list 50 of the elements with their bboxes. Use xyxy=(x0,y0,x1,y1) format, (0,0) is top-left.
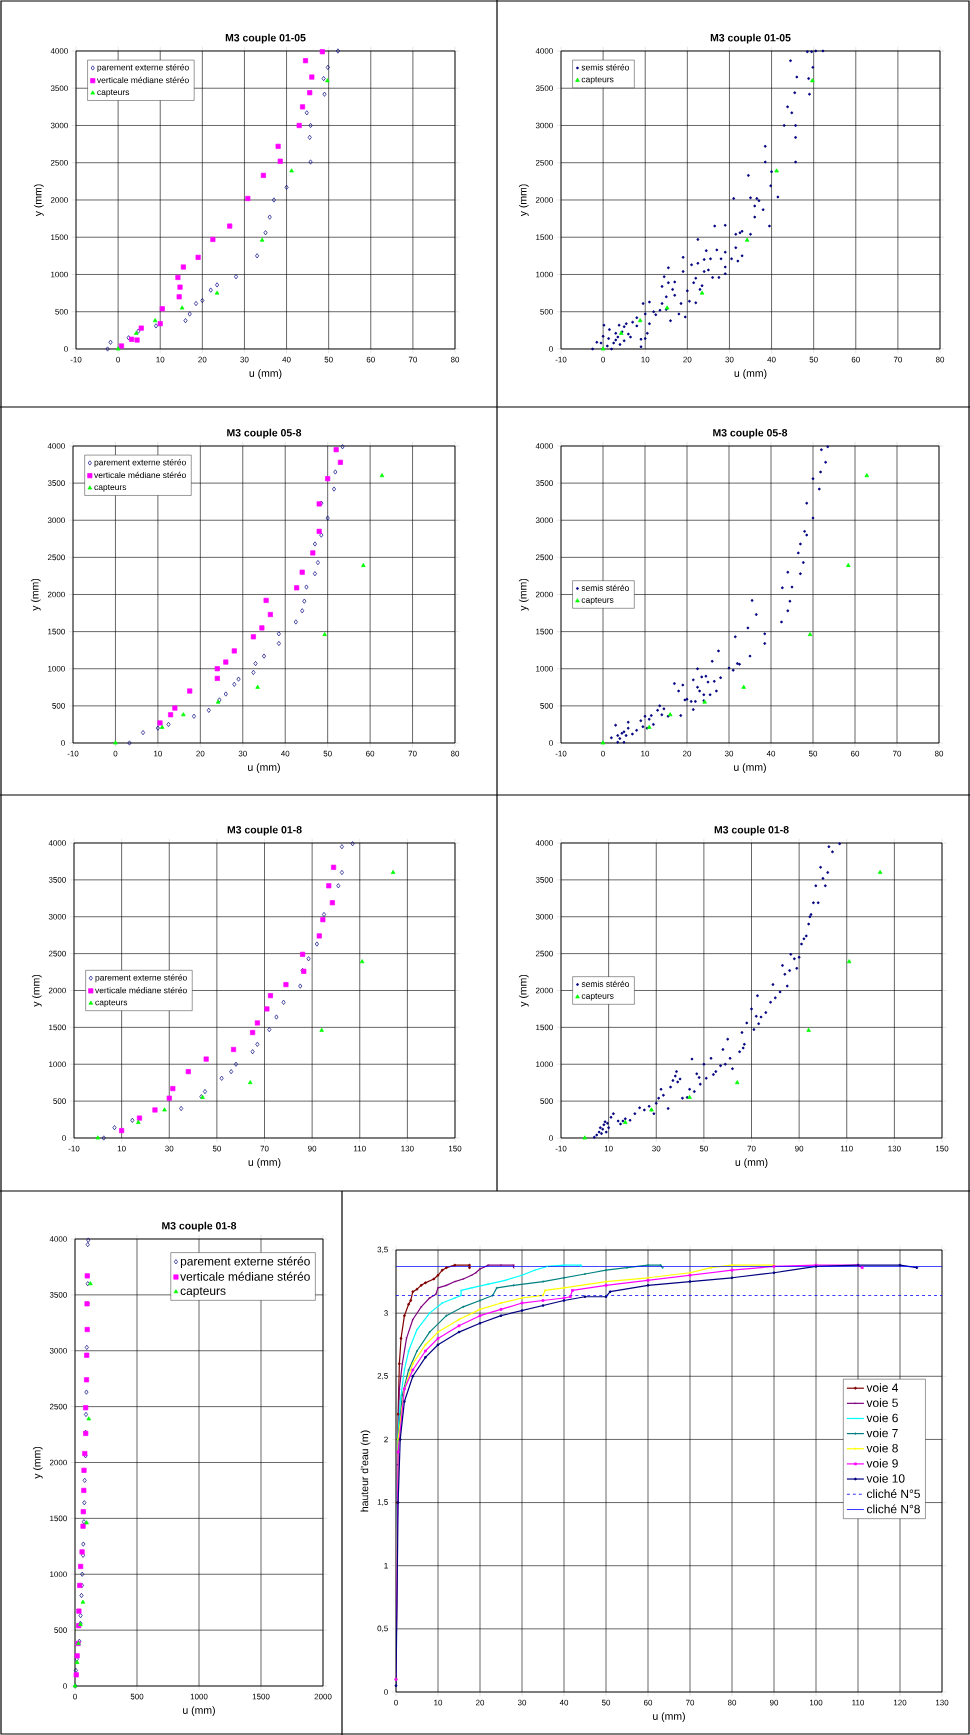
x-axis-title: u (mm) xyxy=(248,1158,281,1168)
y-axis-title: y (mm) xyxy=(30,578,41,611)
legend-label: capteurs xyxy=(581,76,614,85)
legend-label: capteurs xyxy=(581,993,614,1001)
x-axis-title: u (mm) xyxy=(183,1706,215,1717)
legend-label: voie 10 xyxy=(866,1473,905,1483)
chart-title: M3 couple 05-8 xyxy=(713,428,788,439)
legend-label: parement externe stéréo xyxy=(97,64,189,73)
legend-label: parement externe stéréo xyxy=(94,459,186,468)
legend-label: voie 9 xyxy=(866,1458,898,1468)
x-axis-title: u (mm) xyxy=(734,763,766,773)
legend-label: semis stéréo xyxy=(581,64,629,71)
legend-label: capteurs xyxy=(95,999,128,1007)
y-axis-title: hauteur d'eau (m) xyxy=(360,1430,371,1512)
x-axis-title: u (mm) xyxy=(249,369,282,379)
chart-title: M3 couple 05-8 xyxy=(227,428,302,439)
chart-title: M3 couple 01-05 xyxy=(710,33,791,44)
chart-title: M3 couple 01-8 xyxy=(162,1221,237,1232)
x-axis-title: u (mm) xyxy=(735,1158,768,1168)
legend-label: capteurs xyxy=(94,484,127,492)
legend-label: verticale médiane stéréo xyxy=(94,471,186,479)
y-axis-title: y (mm) xyxy=(518,184,529,217)
legend-label: capteurs xyxy=(97,89,130,97)
legend-label: semis stéréo xyxy=(581,980,630,987)
legend-label: verticale médiane stéréo xyxy=(95,987,187,994)
legend-label: voie 5 xyxy=(866,1398,898,1408)
chart-title: M3 couple 01-05 xyxy=(225,33,306,44)
legend-label: capteurs xyxy=(180,1287,226,1298)
y-axis-title: y (mm) xyxy=(33,184,44,217)
legend-label: parement externe stéréo xyxy=(95,974,187,983)
y-axis-title: y (mm) xyxy=(32,1446,43,1479)
legend-label: cliché N°5 xyxy=(867,1489,920,1499)
x-axis-title: u (mm) xyxy=(653,1712,685,1723)
legend-label: voie 7 xyxy=(866,1428,898,1438)
x-axis-title: u (mm) xyxy=(734,369,767,379)
y-axis-title: y (mm) xyxy=(31,974,42,1007)
legend-label: capteurs xyxy=(581,597,614,605)
legend-label: voie 6 xyxy=(866,1413,898,1423)
legend-label: cliché N°8 xyxy=(867,1504,920,1514)
chart-title: M3 couple 01-8 xyxy=(714,825,789,836)
chart-title: M3 couple 01-8 xyxy=(227,825,302,836)
legend-label: parement externe stéréo xyxy=(180,1256,310,1268)
legend-label: semis stéréo xyxy=(581,584,629,591)
y-axis-title: y (mm) xyxy=(518,578,529,611)
legend-label: verticale médiane stéréo xyxy=(180,1271,310,1281)
x-axis-title: u (mm) xyxy=(248,763,280,773)
legend-label: voie 4 xyxy=(866,1383,899,1392)
legend-label: voie 8 xyxy=(866,1443,898,1453)
y-axis-title: y (mm) xyxy=(518,974,529,1007)
legend-label: verticale médiane stéréo xyxy=(96,76,189,84)
